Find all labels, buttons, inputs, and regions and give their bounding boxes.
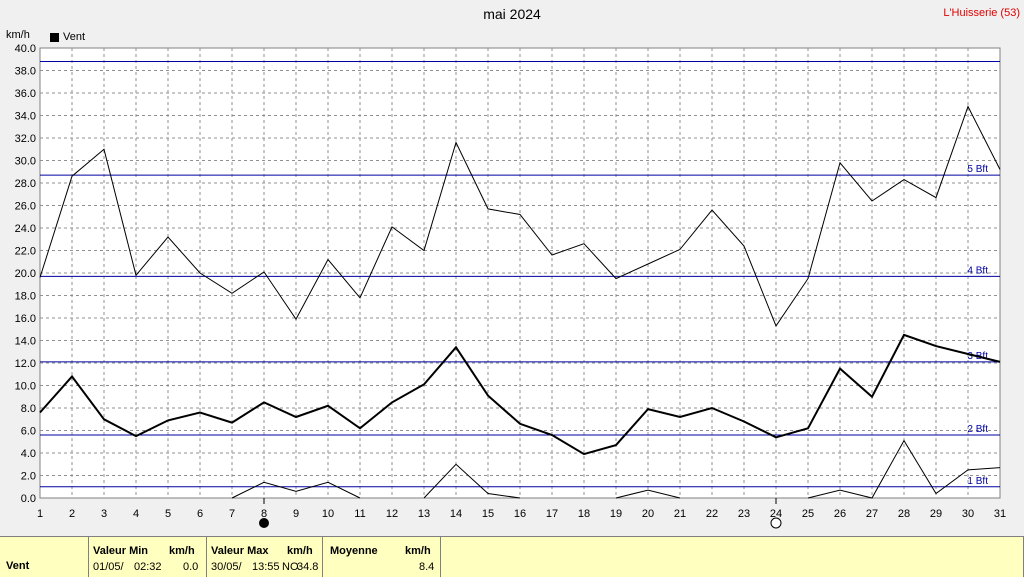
y-tick-label: 32.0 <box>15 133 36 145</box>
reference-line-label: 2 Bft <box>967 424 988 435</box>
reference-line-label: 5 Bft <box>967 164 988 175</box>
legend-label: Vent <box>63 31 86 43</box>
x-tick-label: 22 <box>706 508 718 520</box>
min-value: 0.0 <box>183 561 199 573</box>
min-stat-cell: Valeur Min km/h 01/05/ 02:32 0.0 <box>88 537 207 577</box>
max-time: 13:55 <box>252 561 280 573</box>
avg-header: Moyenne <box>330 545 378 557</box>
x-tick-label: 31 <box>994 508 1006 520</box>
avg-unit: km/h <box>405 545 431 557</box>
x-tick-label: 13 <box>418 508 430 520</box>
x-tick-label: 8 <box>261 508 267 520</box>
x-tick-label: 3 <box>101 508 107 520</box>
x-tick-label: 14 <box>450 508 462 520</box>
x-tick-label: 5 <box>165 508 171 520</box>
y-tick-label: 34.0 <box>15 111 36 123</box>
min-unit: km/h <box>169 545 195 557</box>
series-line-1 <box>39 105 1001 327</box>
y-axis-unit: km/h <box>6 29 30 41</box>
y-tick-label: 0.0 <box>21 493 36 505</box>
chart-title: mai 2024 <box>483 6 541 22</box>
y-tick-label: 6.0 <box>21 426 36 438</box>
x-tick-label: 19 <box>610 508 622 520</box>
series-line-2 <box>231 481 361 499</box>
y-tick-label: 10.0 <box>15 381 36 393</box>
x-tick-label: 25 <box>802 508 814 520</box>
x-tick-label: 9 <box>293 508 299 520</box>
y-tick-label: 2.0 <box>21 471 36 483</box>
x-tick-label: 28 <box>898 508 910 520</box>
full-moon-icon <box>770 517 782 529</box>
y-tick-label: 4.0 <box>21 448 36 460</box>
location-label: L'Huisserie (53) <box>943 7 1020 19</box>
max-stat-cell: Valeur Max km/h 30/05/ 13:55 NO 34.8 <box>206 537 323 577</box>
y-tick-label: 40.0 <box>15 43 36 55</box>
y-tick-label: 14.0 <box>15 336 36 348</box>
reference-line-label: 1 Bft <box>967 476 988 487</box>
max-unit: km/h <box>287 545 313 557</box>
series-line-0 <box>39 333 1001 456</box>
min-header: Valeur Min <box>93 545 149 557</box>
footer-row-label: Vent <box>6 560 30 572</box>
max-direction: NO <box>282 561 299 573</box>
min-time: 02:32 <box>134 561 162 573</box>
x-tick-label: 12 <box>386 508 398 520</box>
x-tick-label: 27 <box>866 508 878 520</box>
x-tick-label: 6 <box>197 508 203 520</box>
x-tick-label: 16 <box>514 508 526 520</box>
legend-swatch <box>50 32 59 42</box>
y-tick-label: 24.0 <box>15 223 36 235</box>
y-tick-label: 26.0 <box>15 201 36 213</box>
series-line-2 <box>615 489 681 499</box>
x-tick-label: 15 <box>482 508 494 520</box>
x-tick-label: 17 <box>546 508 558 520</box>
y-tick-label: 18.0 <box>15 291 36 303</box>
x-tick-label: 26 <box>834 508 846 520</box>
footer-empty-cell <box>440 537 1024 577</box>
y-tick-label: 22.0 <box>15 246 36 258</box>
y-tick-label: 12.0 <box>15 358 36 370</box>
max-header: Valeur Max <box>211 545 269 557</box>
x-tick-label: 24 <box>770 508 782 520</box>
x-tick-label: 1 <box>37 508 43 520</box>
series-line-2 <box>807 439 1001 499</box>
x-tick-label: 20 <box>642 508 654 520</box>
x-tick-label: 2 <box>69 508 75 520</box>
max-date: 30/05/ <box>211 561 242 573</box>
series-line-2 <box>423 463 521 499</box>
stats-footer: Vent Valeur Min km/h 01/05/ 02:32 0.0 Va… <box>0 536 1024 577</box>
y-tick-label: 8.0 <box>21 403 36 415</box>
x-tick-label: 11 <box>354 508 365 520</box>
avg-value: 8.4 <box>419 561 435 573</box>
avg-stat-cell: Moyenne km/h 8.4 <box>322 537 441 577</box>
wind-chart: 0.0 2.0 4.0 6.0 8.0 10.0 12.0 14.0 16.0 18.0 20.0 2… <box>15 43 1006 529</box>
y-tick-label: 38.0 <box>15 66 36 78</box>
reference-line-label: 4 Bft <box>967 265 988 276</box>
x-tick-label: 18 <box>578 508 590 520</box>
x-tick-label: 7 <box>229 508 235 520</box>
x-tick-label: 21 <box>674 508 686 520</box>
footer-row-label-cell: Vent <box>0 537 89 577</box>
max-value: 34.8 <box>297 561 319 573</box>
y-tick-label: 20.0 <box>15 268 36 280</box>
y-tick-label: 36.0 <box>15 88 36 100</box>
x-tick-label: 30 <box>962 508 974 520</box>
y-tick-label: 28.0 <box>15 178 36 190</box>
x-tick-label: 4 <box>133 508 139 520</box>
y-tick-label: 30.0 <box>15 156 36 168</box>
new-moon-icon <box>259 518 269 528</box>
legend: Vent <box>50 31 85 43</box>
min-date: 01/05/ <box>93 561 124 573</box>
x-tick-label: 29 <box>930 508 942 520</box>
x-tick-label: 23 <box>738 508 750 520</box>
x-tick-label: 10 <box>322 508 334 520</box>
y-tick-label: 16.0 <box>15 313 36 325</box>
